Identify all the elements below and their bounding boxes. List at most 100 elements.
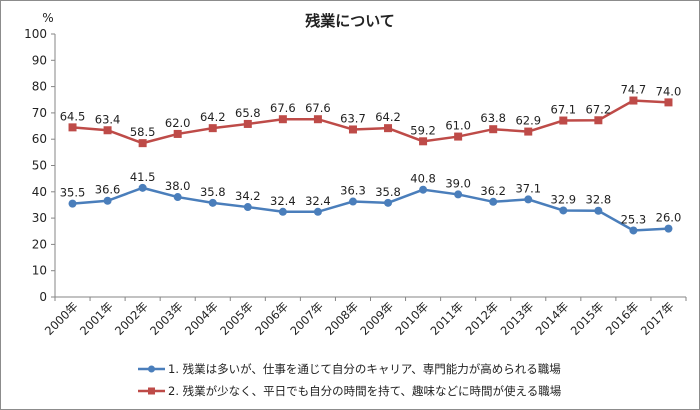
data-point — [208, 198, 217, 207]
data-label: 32.4 — [305, 194, 331, 208]
data-label: 34.2 — [235, 189, 261, 203]
data-point — [664, 98, 673, 107]
data-point — [138, 139, 147, 148]
y-tick-label: 30 — [32, 211, 47, 225]
data-point — [489, 197, 498, 206]
data-label: 74.0 — [656, 84, 682, 98]
data-label: 38.0 — [165, 179, 191, 193]
data-point — [419, 185, 428, 194]
data-label: 35.8 — [200, 185, 226, 199]
data-point — [594, 116, 603, 125]
data-point — [68, 199, 77, 208]
y-tick-label: 100 — [24, 27, 47, 41]
data-label: 64.2 — [375, 110, 401, 124]
y-tick-label: 80 — [32, 80, 47, 94]
x-tick-label: 2012年 — [463, 299, 502, 338]
data-point — [243, 203, 252, 212]
data-point — [348, 125, 357, 134]
y-axis-unit: % — [42, 11, 53, 25]
y-tick-label: 40 — [32, 185, 47, 199]
data-point — [313, 207, 322, 216]
data-label: 36.6 — [95, 183, 121, 197]
data-label: 64.5 — [60, 109, 86, 123]
data-label: 25.3 — [621, 212, 647, 226]
x-tick-label: 2014年 — [533, 299, 572, 338]
x-tick-label: 2007年 — [287, 299, 326, 338]
data-label: 36.3 — [340, 184, 366, 198]
chart-title: 残業について — [305, 12, 395, 30]
series-line-2 — [72, 99, 669, 145]
x-tick-label: 2008年 — [322, 299, 361, 338]
data-label: 39.0 — [445, 176, 471, 190]
data-point — [629, 96, 638, 105]
data-point — [454, 132, 463, 141]
legend-label: 1. 残業は多いが、仕事を通じて自分のキャリア、専門能力が高められる職場 — [168, 362, 561, 376]
y-tick-label: 90 — [32, 53, 47, 67]
data-point — [243, 119, 252, 128]
data-label: 32.4 — [270, 194, 296, 208]
x-tick-label: 2015年 — [568, 299, 607, 338]
data-point — [68, 123, 77, 132]
data-point — [278, 207, 287, 216]
data-point — [384, 124, 393, 133]
data-label: 74.7 — [621, 83, 647, 97]
legend-marker — [148, 387, 155, 395]
data-point — [384, 198, 393, 207]
data-label: 67.6 — [270, 101, 296, 115]
series-line-1 — [72, 186, 669, 232]
data-label: 63.4 — [95, 112, 121, 126]
data-label: 59.2 — [410, 123, 436, 137]
data-label: 64.2 — [200, 110, 226, 124]
data-label: 32.8 — [586, 193, 612, 207]
data-label: 62.0 — [165, 116, 191, 130]
data-label: 40.8 — [410, 172, 436, 186]
data-point — [103, 126, 112, 135]
x-tick-label: 2016年 — [603, 299, 642, 338]
data-point — [173, 129, 182, 138]
x-tick-label: 2011年 — [428, 299, 467, 338]
data-label: 67.1 — [551, 103, 577, 117]
data-point — [559, 206, 568, 215]
data-label: 41.5 — [130, 170, 156, 184]
data-point — [278, 115, 287, 124]
x-tick-label: 2009年 — [357, 299, 396, 338]
data-point — [103, 196, 112, 205]
x-tick-label: 2001年 — [77, 299, 116, 338]
data-point — [348, 197, 357, 206]
data-point — [419, 137, 428, 146]
data-point — [138, 183, 147, 192]
data-label: 61.0 — [445, 119, 471, 133]
data-label: 67.2 — [586, 102, 612, 116]
data-label: 26.0 — [656, 211, 682, 225]
data-point — [524, 195, 533, 204]
y-tick-label: 10 — [32, 264, 47, 278]
legend-label: 2. 残業が少なく、平日でも自分の時間を持て、趣味などに時間が使える職場 — [168, 384, 562, 398]
x-tick-label: 2002年 — [112, 299, 151, 338]
data-point — [559, 116, 568, 125]
legend-marker — [148, 365, 155, 373]
data-label: 35.5 — [60, 186, 86, 200]
x-tick-label: 2010年 — [392, 299, 431, 338]
data-label: 32.9 — [551, 192, 577, 206]
data-label: 37.1 — [515, 181, 541, 195]
data-label: 36.2 — [480, 184, 506, 198]
data-label: 67.6 — [305, 101, 331, 115]
y-tick-label: 0 — [39, 290, 47, 304]
data-point — [524, 127, 533, 136]
x-tick-label: 2004年 — [182, 299, 221, 338]
x-tick-label: 2005年 — [217, 299, 256, 338]
y-tick-label: 50 — [32, 159, 47, 173]
x-tick-label: 2017年 — [638, 299, 677, 338]
y-tick-label: 60 — [32, 132, 47, 146]
data-label: 62.9 — [515, 114, 541, 128]
data-label: 63.8 — [480, 111, 506, 125]
y-tick-label: 70 — [32, 106, 47, 120]
data-label: 63.7 — [340, 111, 366, 125]
x-tick-label: 2003年 — [147, 299, 186, 338]
data-label: 65.8 — [235, 106, 261, 120]
data-point — [664, 224, 673, 233]
data-label: 58.5 — [130, 125, 156, 139]
data-point — [454, 190, 463, 199]
x-tick-label: 2006年 — [252, 299, 291, 338]
